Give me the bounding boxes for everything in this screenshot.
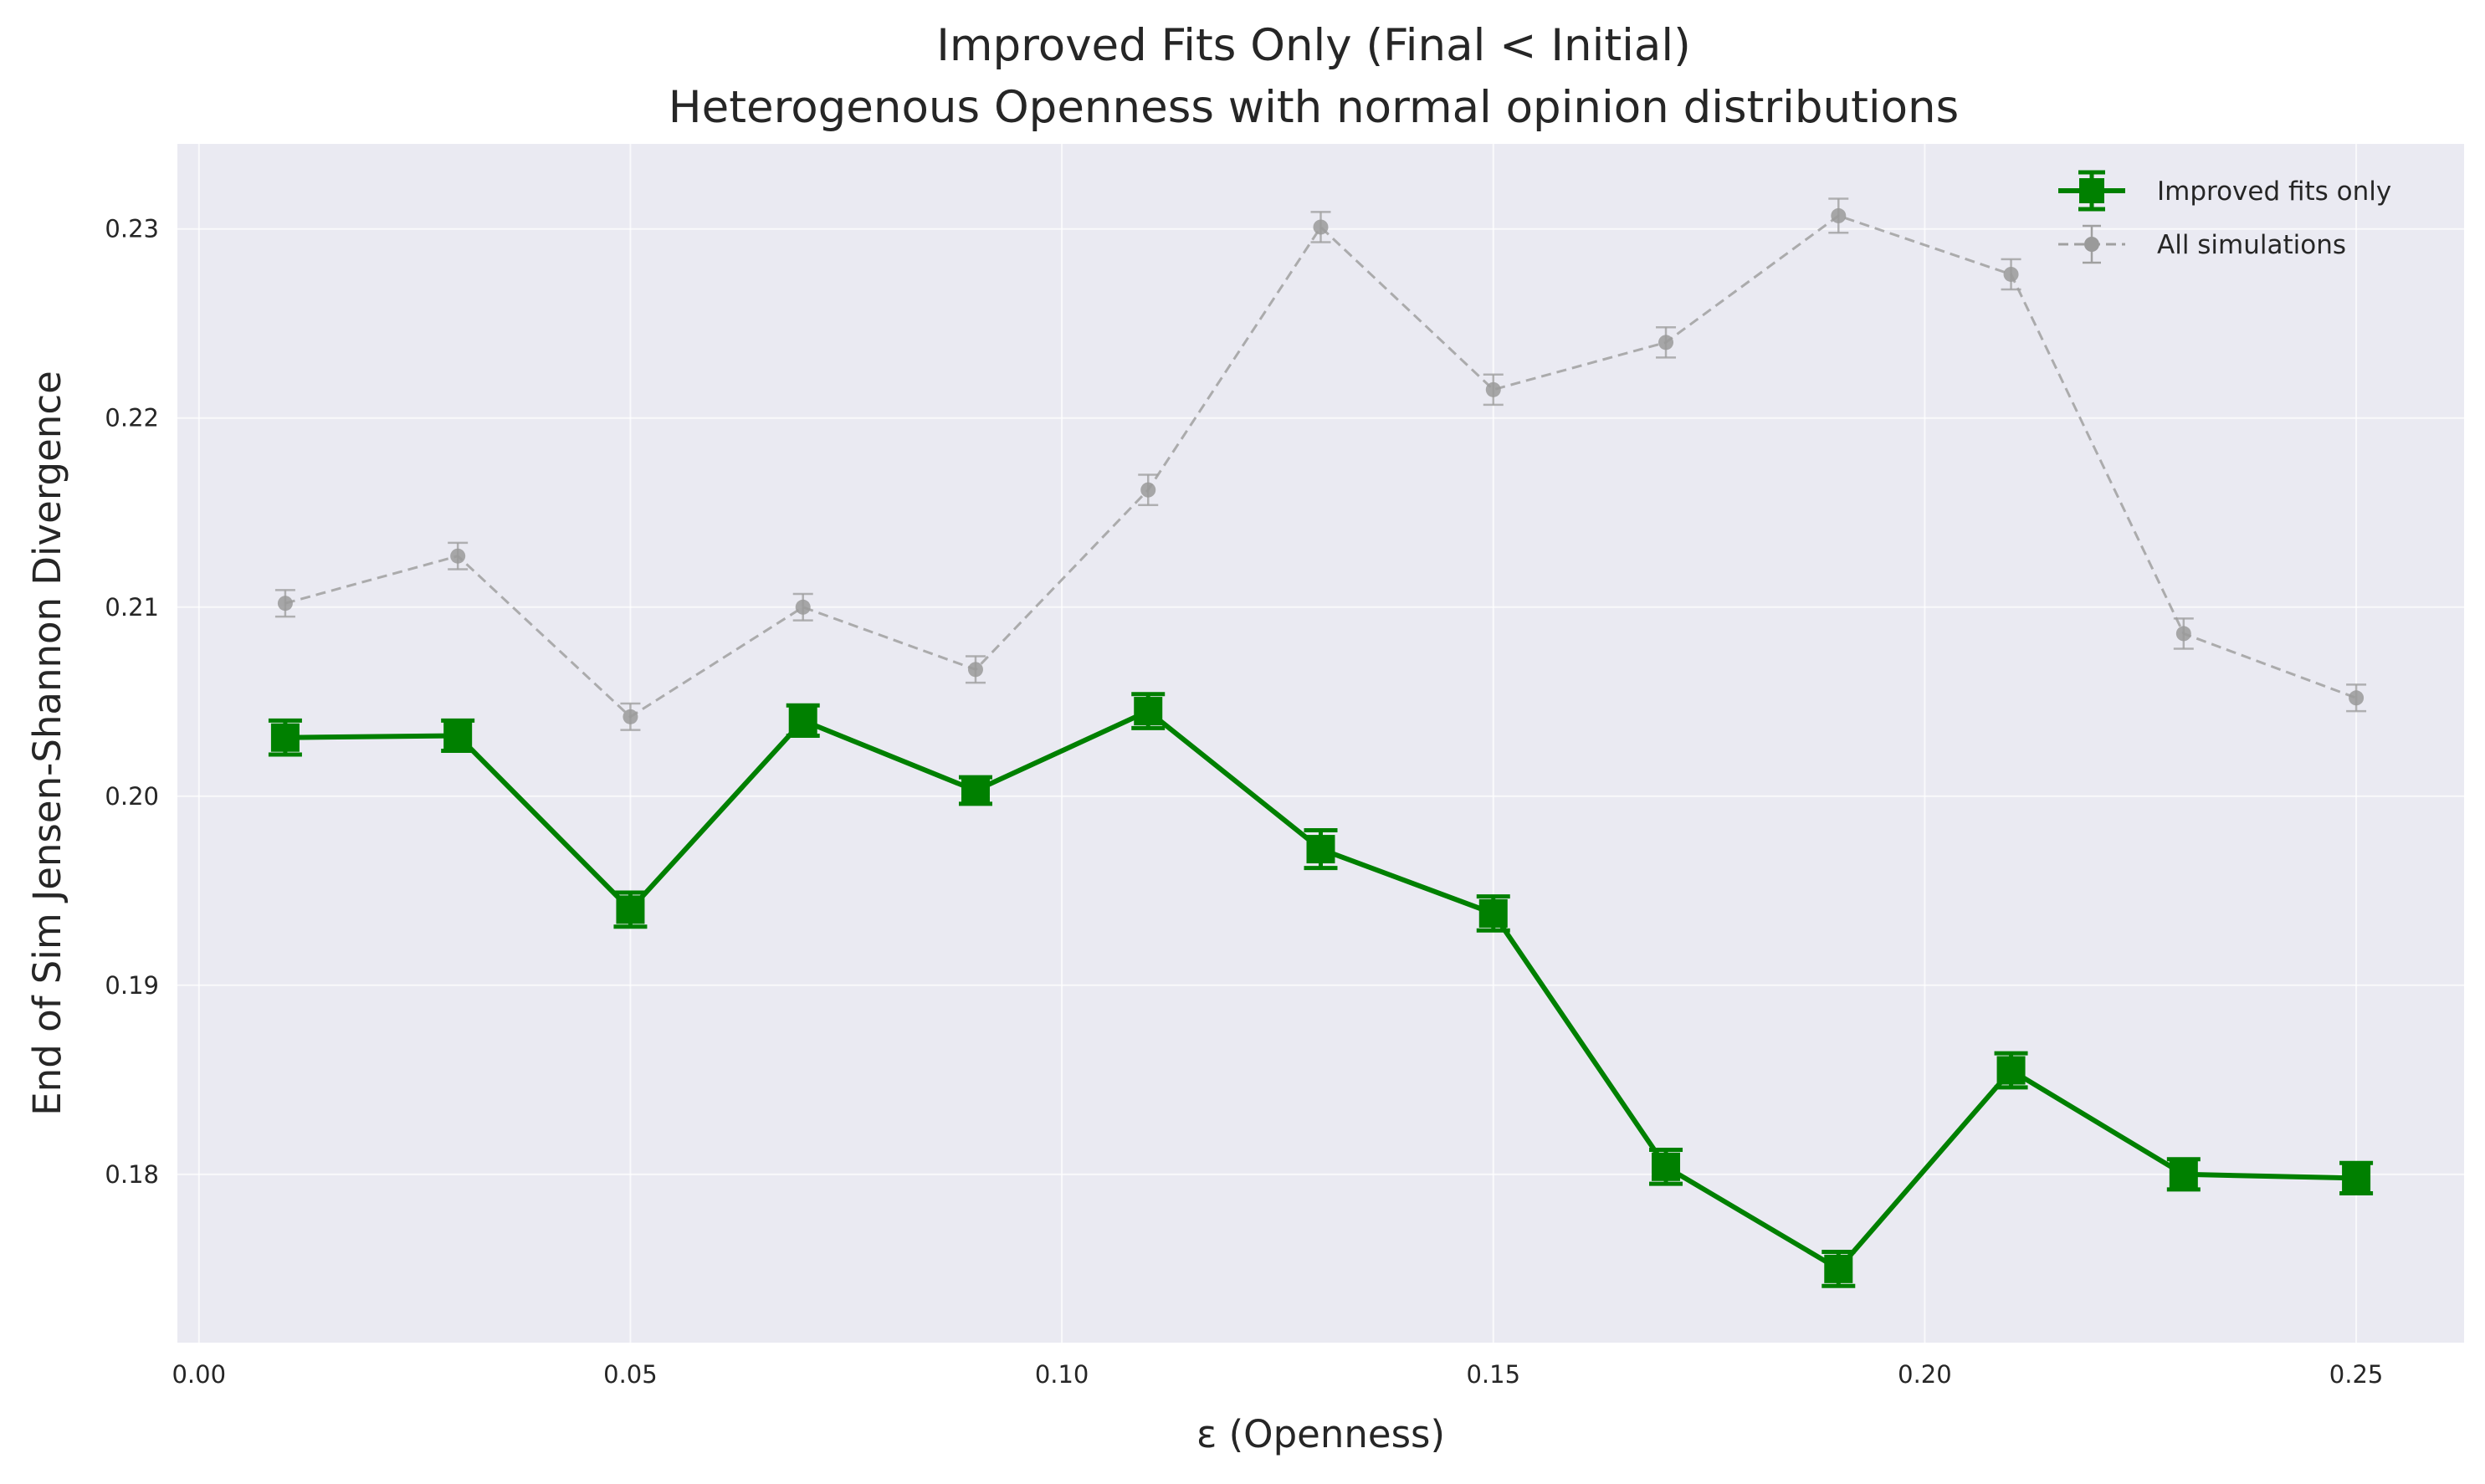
grid-lines <box>177 144 2464 1343</box>
x-tick-label: 0.10 <box>1035 1360 1089 1389</box>
y-tick-label: 0.22 <box>105 404 159 432</box>
data-point <box>2175 626 2191 642</box>
data-point <box>623 709 638 724</box>
series-improved-fits <box>268 692 2374 1288</box>
y-tick-label: 0.20 <box>105 782 159 811</box>
legend-entry: All simulations <box>2058 224 2346 264</box>
data-point <box>961 776 990 806</box>
y-axis-ticks: 0.18 0.19 0.20 0.21 0.22 0.23 <box>105 215 159 1189</box>
data-point <box>795 599 811 615</box>
data-point <box>277 596 293 612</box>
data-point <box>1658 335 1674 351</box>
chart-title: Improved Fits Only (Final < Initial) <box>936 20 1691 71</box>
data-point <box>270 723 300 752</box>
x-tick-label: 0.20 <box>1898 1360 1952 1389</box>
data-point <box>2169 1159 2198 1189</box>
x-tick-label: 0.05 <box>603 1360 658 1389</box>
y-tick-label: 0.21 <box>105 593 159 622</box>
data-point <box>2342 1164 2371 1193</box>
data-point <box>788 706 817 735</box>
data-point <box>1134 697 1163 726</box>
chart-subtitle: Heterogenous Openness with normal opinio… <box>669 82 1960 133</box>
data-point <box>1996 1056 2026 1085</box>
data-point <box>1831 207 1847 223</box>
series-all-simulations <box>274 197 2367 731</box>
data-point <box>443 721 473 750</box>
y-tick-label: 0.18 <box>105 1160 159 1189</box>
y-axis-label: End of Sim Jensen-Shannon Divergence <box>25 371 69 1116</box>
x-axis-ticks: 0.00 0.05 0.10 0.15 0.20 0.25 <box>172 1360 2383 1389</box>
data-point <box>1306 835 1335 864</box>
data-point <box>2349 690 2365 706</box>
x-tick-label: 0.00 <box>172 1360 226 1389</box>
y-tick-label: 0.23 <box>105 215 159 243</box>
data-point <box>450 548 466 564</box>
data-point <box>1485 381 1501 397</box>
x-tick-label: 0.15 <box>1466 1360 1520 1389</box>
data-point <box>1652 1152 1681 1181</box>
data-point <box>1478 898 1508 928</box>
data-point <box>1140 482 1156 498</box>
data-point <box>1824 1254 1853 1283</box>
data-point <box>967 662 983 678</box>
data-point <box>616 895 645 924</box>
legend-label: All simulations <box>2157 230 2346 260</box>
legend-marker <box>2079 178 2104 203</box>
data-point <box>1313 219 1329 235</box>
legend-label: Improved fits only <box>2157 177 2391 207</box>
y-tick-label: 0.19 <box>105 971 159 1000</box>
legend-entry: Improved fits only <box>2058 170 2391 212</box>
legend: Improved fits only All simulations <box>2058 170 2391 264</box>
x-axis-label: ε (Openness) <box>1196 1412 1445 1456</box>
legend-marker <box>2084 237 2099 252</box>
plot-area <box>177 144 2464 1343</box>
series-layer <box>268 197 2374 1288</box>
x-tick-label: 0.25 <box>2329 1360 2384 1389</box>
data-point <box>2003 266 2019 282</box>
